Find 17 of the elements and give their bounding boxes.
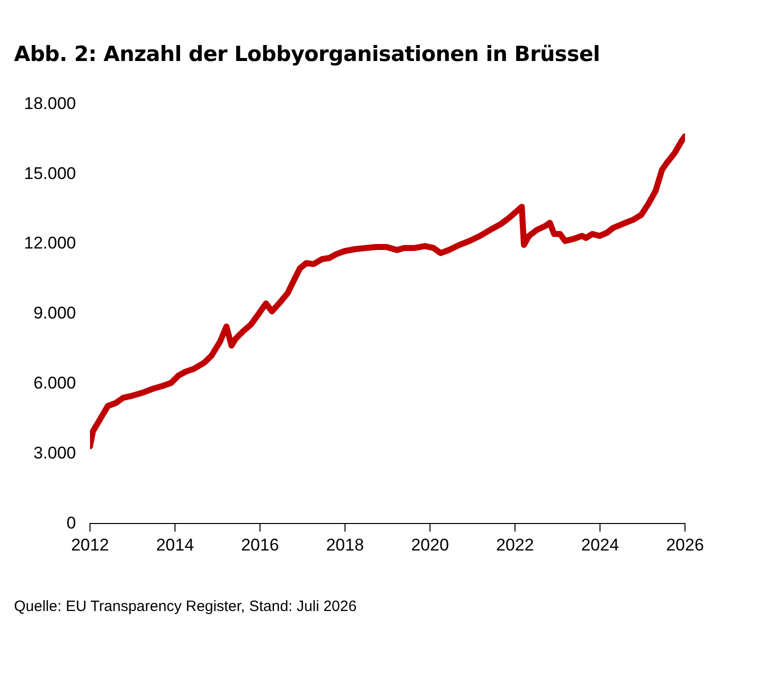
x-tick-label: 2026: [666, 535, 704, 554]
x-tick-label: 2022: [496, 535, 534, 554]
x-tick-label: 2020: [411, 535, 449, 554]
y-tick-label: 18.000: [24, 94, 76, 113]
x-tick-label: 2018: [326, 535, 364, 554]
y-tick-label: 3.000: [33, 443, 76, 462]
y-tick-label: 0: [66, 513, 76, 532]
x-tick-label: 2012: [71, 535, 109, 554]
x-tick-label: 2024: [581, 535, 619, 554]
x-tick-label: 2014: [156, 535, 194, 554]
y-tick-label: 9.000: [33, 304, 76, 323]
x-tick-label: 2016: [241, 535, 279, 554]
chart-title: Abb. 2: Anzahl der Lobbyorganisationen in Brüssel: [14, 42, 600, 66]
y-tick-label: 12.000: [24, 234, 76, 253]
y-tick-label: 15.000: [24, 164, 76, 183]
y-tick-label: 6.000: [33, 373, 76, 392]
source-note: Quelle: EU Transparency Register, Stand: Juli 2026: [14, 598, 357, 615]
